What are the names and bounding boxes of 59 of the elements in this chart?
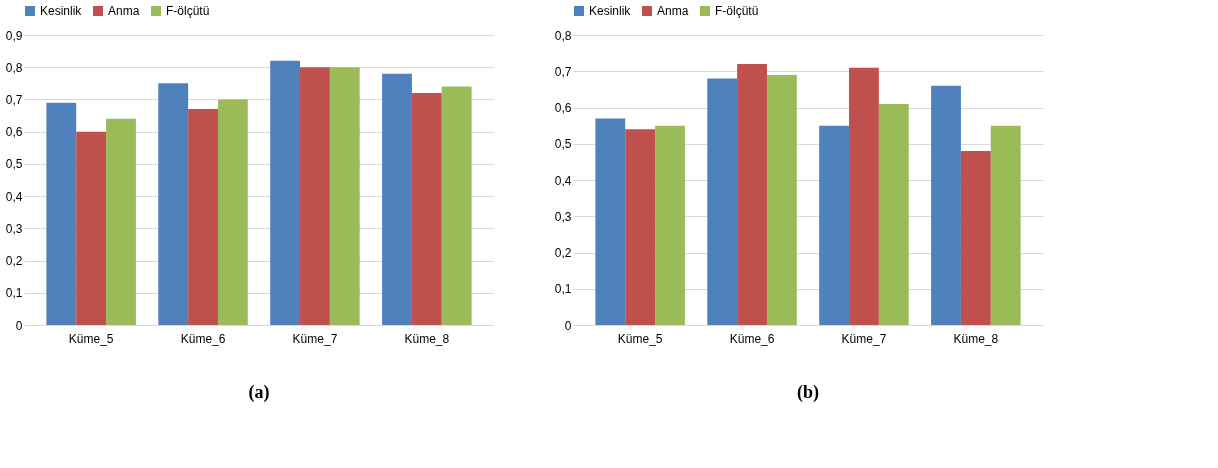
- x-tick-label: Küme_6: [729, 331, 775, 346]
- bar: [270, 60, 301, 325]
- x-tick-label: Küme_7: [841, 331, 887, 346]
- legend-label: Anma: [657, 4, 689, 18]
- bar: [878, 103, 909, 325]
- y-tick-label: 0,6: [554, 101, 572, 115]
- y-tick-label: 0,1: [554, 282, 572, 297]
- x-tick-label: Küme_6: [180, 331, 226, 346]
- x-tick-label: Küme_8: [953, 331, 999, 346]
- bar: [931, 85, 961, 325]
- x-tick-label: Küme_7: [292, 331, 338, 346]
- text: (b): [797, 382, 819, 403]
- x-tick-label: Küme_8: [404, 331, 450, 346]
- legend-label: Anma: [108, 4, 140, 18]
- legend-label: F-ölçütü: [715, 4, 759, 18]
- bar: [158, 83, 189, 325]
- bar: [849, 67, 879, 325]
- bar: [300, 67, 330, 325]
- bar: [990, 125, 1021, 325]
- y-tick-label: 0,2: [554, 246, 572, 260]
- bar: [707, 78, 738, 325]
- y-tick-label: 0,9: [5, 28, 23, 43]
- y-tick-label: 0,7: [5, 92, 23, 107]
- y-tick-label: 0,8: [554, 28, 572, 43]
- y-tick-label: 0,8: [5, 60, 23, 75]
- bar: [382, 73, 412, 325]
- bar: [217, 99, 248, 325]
- bar: [766, 74, 797, 325]
- bar: [441, 86, 472, 325]
- legend-label: Kesinlik: [40, 4, 83, 18]
- x-tick-label: Küme_5: [68, 331, 114, 346]
- text: (a): [248, 382, 270, 403]
- y-tick-label: 0,5: [554, 137, 572, 152]
- bar: [625, 129, 656, 325]
- y-tick-label: 0,3: [554, 209, 572, 224]
- legend-label: Kesinlik: [589, 4, 632, 18]
- bar: [737, 64, 767, 325]
- x-tick-label: Küme_5: [617, 331, 663, 346]
- bar: [188, 109, 218, 325]
- y-tick-label: 0,4: [5, 189, 23, 204]
- bar: [329, 67, 360, 325]
- bar: [76, 131, 107, 325]
- y-tick-label: 0: [564, 318, 572, 333]
- bar: [595, 118, 626, 325]
- y-tick-label: 0,5: [5, 157, 23, 172]
- bar: [411, 93, 442, 325]
- y-tick-label: 0: [15, 318, 23, 333]
- y-tick-label: 0,6: [5, 125, 23, 140]
- bar: [960, 151, 991, 325]
- bar: [819, 125, 850, 325]
- y-tick-label: 0,7: [554, 64, 572, 79]
- y-tick-label: 0,3: [5, 221, 23, 236]
- legend-label: F-ölçütü: [166, 4, 210, 18]
- y-tick-label: 0,2: [5, 254, 23, 269]
- bar: [106, 118, 136, 325]
- bar: [655, 125, 685, 325]
- y-tick-label: 0,1: [5, 286, 23, 301]
- bar: [46, 102, 77, 325]
- y-tick-label: 0,4: [554, 173, 572, 188]
